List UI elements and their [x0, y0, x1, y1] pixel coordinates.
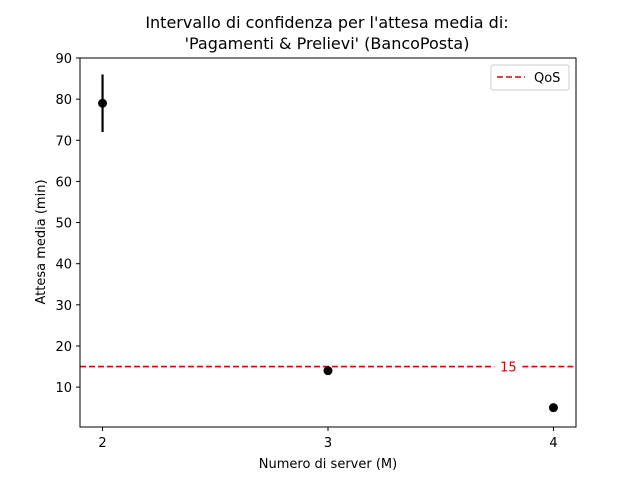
y-tick-label: 50	[55, 217, 72, 232]
legend-box	[490, 64, 570, 91]
x-tick-label: 3	[324, 436, 332, 451]
chart-title-line1: Intervallo di confidenza per l'attesa me…	[145, 13, 508, 32]
y-tick-label: 40	[55, 258, 72, 273]
y-tick-label: 80	[55, 93, 72, 108]
y-tick-label: 60	[55, 175, 72, 190]
mean-point	[323, 366, 333, 376]
x-axis: 2 3 4	[98, 427, 558, 451]
marks-layer	[98, 74, 558, 413]
chart-title-line2: 'Pagamenti & Prelievi' (BancoPosta)	[185, 34, 470, 53]
y-axis: 10 20 30 40 50 60 70 80 90	[55, 52, 80, 396]
mean-point	[98, 98, 108, 108]
x-axis-label: Numero di server (M)	[259, 457, 397, 472]
qos-reference-label: 15	[500, 361, 517, 376]
y-tick-label: 90	[55, 52, 72, 67]
legend-qos-label: QoS	[534, 71, 560, 86]
legend: QoS	[490, 64, 570, 91]
reference-layer: 15	[80, 361, 576, 376]
y-axis-label: Attesa media (min)	[34, 179, 49, 304]
x-tick-label: 4	[549, 436, 557, 451]
y-tick-label: 10	[55, 381, 72, 396]
x-tick-label: 2	[98, 436, 106, 451]
y-tick-label: 30	[55, 299, 72, 314]
y-tick-label: 20	[55, 340, 72, 355]
mean-point	[548, 403, 558, 413]
y-tick-label: 70	[55, 134, 72, 149]
